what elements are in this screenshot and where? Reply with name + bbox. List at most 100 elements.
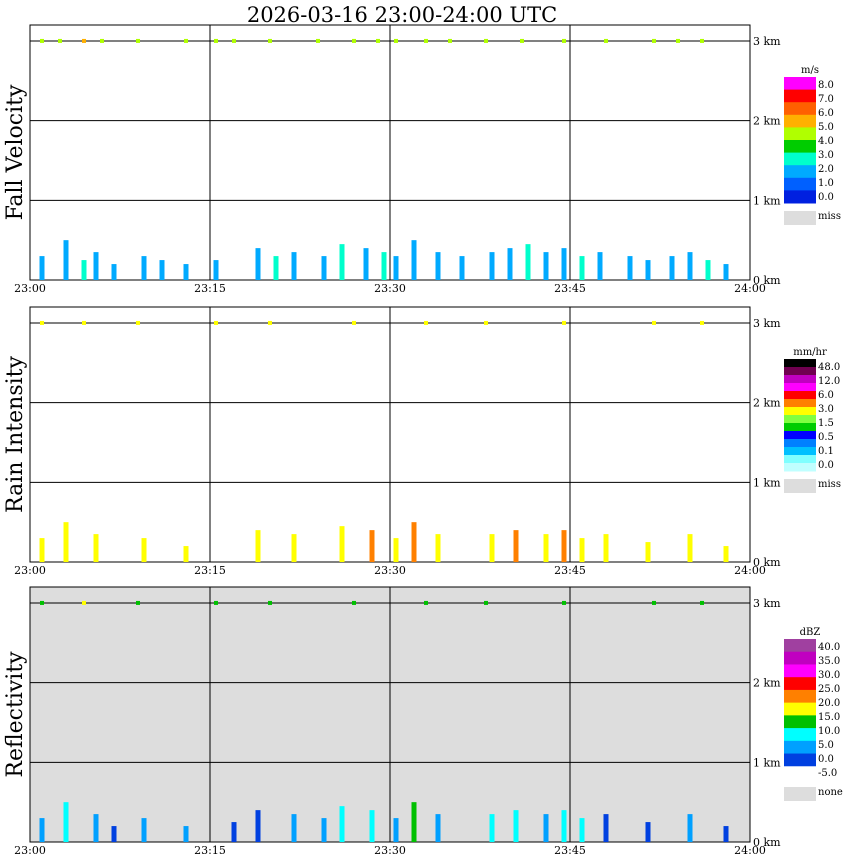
colorbar-swatch: [784, 359, 816, 368]
colorbar-swatch: [784, 455, 816, 464]
data-column: [339, 806, 345, 842]
data-cell: [376, 38, 380, 43]
colorbar-swatch: [784, 77, 816, 91]
data-cell: [352, 38, 356, 43]
data-column: [63, 522, 69, 562]
data-column: [63, 802, 69, 842]
data-cell: [652, 38, 656, 43]
data-cell: [484, 600, 488, 605]
y-tick-label: 3 km: [753, 597, 781, 610]
data-cell: [520, 38, 524, 43]
colorbar-unit: mm/hr: [793, 347, 827, 358]
colorbar-label: 25.0: [818, 684, 840, 695]
data-cell: [448, 38, 452, 43]
data-column: [369, 530, 375, 562]
data-cell: [82, 600, 86, 605]
y-axis-label: Rain Intensity: [3, 355, 28, 512]
colorbar-swatch: [784, 102, 816, 116]
colorbar-label: 20.0: [818, 698, 840, 709]
colorbar-label: 0.0: [818, 754, 834, 765]
colorbar-label: 5.0: [818, 740, 834, 751]
data-cell: [652, 320, 656, 325]
y-tick-label: 3 km: [753, 317, 781, 330]
data-column: [255, 248, 261, 280]
data-column: [93, 252, 99, 280]
colorbar-swatch: [784, 753, 816, 767]
data-column: [141, 818, 147, 842]
colorbar-swatch: [784, 367, 816, 376]
colorbar-swatch: [784, 383, 816, 392]
colorbar-label: 10.0: [818, 726, 840, 737]
data-column: [411, 522, 417, 562]
colorbar-missing-label: miss: [818, 479, 841, 490]
y-tick-label: 0 km: [753, 274, 781, 287]
data-column: [543, 252, 549, 280]
x-tick-label: 23:30: [374, 844, 406, 857]
data-column: [435, 534, 441, 562]
data-cell: [40, 320, 44, 325]
y-axis-label: Fall Velocity: [3, 84, 28, 220]
x-tick-label: 24:00: [734, 282, 766, 295]
colorbar-label: 0.0: [818, 192, 834, 203]
data-column: [141, 256, 147, 280]
data-cell: [562, 38, 566, 43]
data-column: [723, 546, 729, 562]
data-column: [561, 810, 567, 842]
data-column: [579, 256, 585, 280]
data-column: [393, 818, 399, 842]
data-cell: [652, 600, 656, 605]
colorbar-label: 1.5: [818, 418, 834, 429]
colorbar-label: 0.5: [818, 432, 834, 443]
colorbar-swatch: [784, 391, 816, 400]
colorbar-swatch: [784, 165, 816, 179]
data-column: [369, 810, 375, 842]
colorbar-label: 6.0: [818, 108, 834, 119]
data-cell: [82, 38, 86, 43]
y-tick-label: 1 km: [753, 756, 781, 769]
data-column: [339, 526, 345, 562]
y-tick-label: 3 km: [753, 35, 781, 48]
colorbar-missing-label: none: [818, 787, 843, 798]
x-tick-label: 23:30: [374, 282, 406, 295]
data-cell: [214, 38, 218, 43]
data-column: [645, 822, 651, 842]
data-cell: [268, 38, 272, 43]
colorbar-swatch: [784, 89, 816, 103]
chart-title: 2026-03-16 23:00-24:00 UTC: [247, 3, 557, 27]
colorbar-label: -5.0: [818, 768, 837, 779]
data-cell: [352, 320, 356, 325]
data-column: [363, 248, 369, 280]
data-column: [39, 538, 45, 562]
data-column: [543, 814, 549, 842]
data-column: [39, 256, 45, 280]
colorbar-swatch: [784, 439, 816, 448]
data-cell: [604, 38, 608, 43]
data-column: [111, 826, 117, 842]
data-column: [231, 822, 237, 842]
data-column: [81, 260, 87, 280]
data-cell: [676, 38, 680, 43]
colorbar-swatch: [784, 399, 816, 408]
x-tick-label: 23:45: [554, 844, 586, 857]
data-column: [183, 826, 189, 842]
data-cell: [484, 320, 488, 325]
y-tick-label: 2 km: [753, 115, 781, 128]
colorbar-swatch: [784, 152, 816, 166]
data-cell: [214, 320, 218, 325]
x-tick-label: 24:00: [734, 844, 766, 857]
data-column: [39, 818, 45, 842]
data-cell: [100, 38, 104, 43]
data-column: [93, 814, 99, 842]
colorbar-unit: dBZ: [800, 627, 821, 638]
data-column: [525, 244, 531, 280]
colorbar-missing-swatch: [784, 479, 816, 493]
x-tick-label: 23:15: [194, 282, 226, 295]
data-column: [291, 252, 297, 280]
data-cell: [136, 38, 140, 43]
x-tick-label: 24:00: [734, 564, 766, 577]
colorbar-swatch: [784, 728, 816, 742]
colorbar-label: 40.0: [818, 642, 840, 653]
x-tick-label: 23:00: [14, 564, 46, 577]
data-cell: [40, 38, 44, 43]
